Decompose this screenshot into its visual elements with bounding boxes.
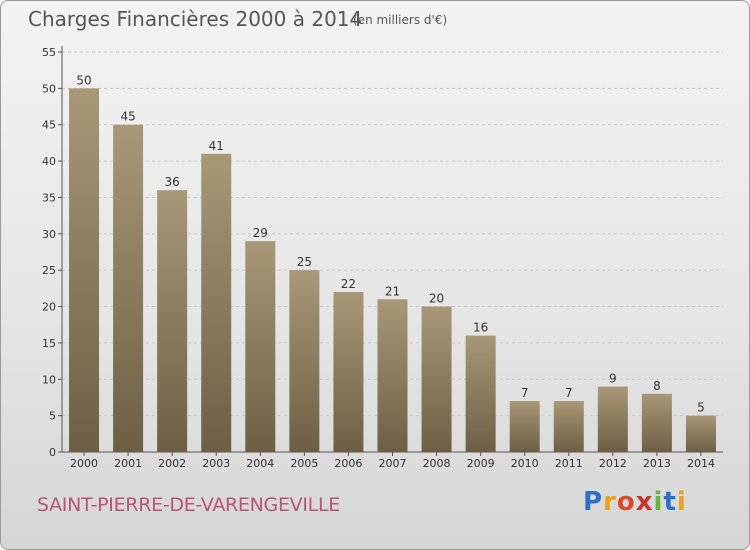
bar-2010 <box>509 401 540 452</box>
value-label: 8 <box>653 379 661 393</box>
bar-2004 <box>245 241 276 452</box>
value-label: 50 <box>76 73 91 87</box>
x-tick-label: 2013 <box>643 457 671 470</box>
bar-2005 <box>289 270 320 452</box>
bar-2014 <box>685 415 716 452</box>
brand-letter: t <box>663 487 677 517</box>
value-label: 5 <box>697 401 705 415</box>
y-tick-label: 40 <box>42 155 56 168</box>
y-tick-label: 45 <box>42 119 56 132</box>
x-tick-label: 2010 <box>511 457 539 470</box>
y-tick-label: 50 <box>42 82 56 95</box>
brand-letter: P <box>583 487 604 517</box>
value-label: 41 <box>209 139 224 153</box>
bar-2008 <box>421 306 452 452</box>
value-label: 29 <box>253 226 268 240</box>
y-tick-label: 55 <box>42 46 56 59</box>
y-tick-label: 30 <box>42 228 56 241</box>
value-label: 22 <box>341 277 356 291</box>
bars <box>69 88 716 453</box>
brand-letter: o <box>616 487 636 517</box>
x-tick-label: 2003 <box>202 457 230 470</box>
brand-letter: i <box>676 487 687 517</box>
y-tick-label: 10 <box>42 373 56 386</box>
brand-letter: r <box>603 487 617 517</box>
value-label: 21 <box>385 284 400 298</box>
bar-2002 <box>157 190 188 452</box>
x-tick-label: 2014 <box>687 457 715 470</box>
bar-2009 <box>465 335 496 452</box>
bar-2011 <box>553 401 584 452</box>
brand-letter: x <box>635 487 654 517</box>
x-tick-label: 2007 <box>379 457 407 470</box>
y-tick-label: 35 <box>42 191 56 204</box>
bar-2003 <box>201 153 232 452</box>
bar-2001 <box>113 124 144 453</box>
x-tick-label: 2000 <box>70 457 98 470</box>
x-tick-label: 2008 <box>423 457 451 470</box>
y-tick-label: 5 <box>49 410 56 423</box>
bar-2000 <box>69 88 100 452</box>
y-tick-label: 0 <box>49 446 56 459</box>
labels: 0 5 10 15 20 25 30 35 40 45 50 55 50 2000 45 2001 36 2002… <box>42 46 715 470</box>
value-label: 16 <box>473 321 488 335</box>
value-label: 36 <box>165 175 180 189</box>
y-tick-label: 15 <box>42 337 56 350</box>
value-label: 25 <box>297 255 312 269</box>
value-label: 45 <box>120 110 135 124</box>
value-label: 9 <box>609 372 617 386</box>
brand-letter: i <box>653 487 664 517</box>
x-tick-label: 2001 <box>114 457 142 470</box>
x-tick-label: 2012 <box>599 457 627 470</box>
value-label: 20 <box>429 292 444 306</box>
bar-2012 <box>597 386 628 452</box>
x-tick-label: 2006 <box>334 457 362 470</box>
chart-title: Charges Financières 2000 à 2014 <box>28 7 363 31</box>
x-tick-label: 2009 <box>467 457 495 470</box>
value-label: 7 <box>521 386 529 400</box>
x-tick-label: 2002 <box>158 457 186 470</box>
commune-name: SAINT-PIERRE-DE-VARENGEVILLE <box>37 494 340 516</box>
bar-2006 <box>333 292 364 452</box>
x-tick-label: 2011 <box>555 457 583 470</box>
value-label: 7 <box>565 386 573 400</box>
y-tick-label: 25 <box>42 264 56 277</box>
x-tick-label: 2004 <box>246 457 274 470</box>
chart-subtitle: (en milliers d'€) <box>353 13 448 27</box>
y-tick-label: 20 <box>42 301 56 314</box>
x-tick-label: 2005 <box>290 457 318 470</box>
proxiti-logo[interactable]: Proxiti <box>583 487 687 517</box>
bar-2007 <box>377 299 408 452</box>
bar-2013 <box>641 393 672 452</box>
